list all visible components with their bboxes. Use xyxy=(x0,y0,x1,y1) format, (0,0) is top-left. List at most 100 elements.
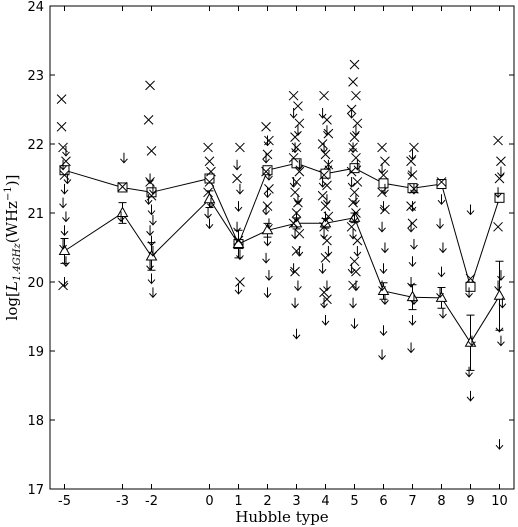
upper-limit-arrow xyxy=(353,159,362,171)
square-marker-point xyxy=(436,179,447,190)
x-marker-point xyxy=(352,118,363,129)
upper-limit-arrow xyxy=(410,294,418,306)
upper-limit-arrow xyxy=(144,194,153,205)
triangle-marker-point xyxy=(406,290,419,302)
square-marker-point xyxy=(494,192,505,203)
upper-limit-arrow xyxy=(321,314,330,326)
upper-limit-arrow xyxy=(378,163,386,174)
x-marker-point xyxy=(322,180,332,191)
upper-limit-arrow xyxy=(352,280,360,292)
upper-limit-arrow xyxy=(381,242,389,254)
x-marker-point xyxy=(235,277,245,287)
upper-limit-arrow xyxy=(320,297,328,309)
x-tick-label: 1 xyxy=(234,494,242,509)
upper-limit-arrow xyxy=(410,239,418,250)
x-tick-label: 0 xyxy=(205,494,213,509)
upper-limit-arrow xyxy=(294,125,302,136)
upper-limit-arrow xyxy=(263,287,272,299)
y-tick-label: 22 xyxy=(27,138,44,153)
upper-limit-arrow xyxy=(407,277,415,288)
x-tick-label: 9 xyxy=(466,494,474,509)
upper-limit-arrow xyxy=(294,194,302,205)
upper-limit-arrow xyxy=(349,297,357,309)
x-marker-point xyxy=(319,221,329,232)
upper-limit-arrow xyxy=(60,183,69,195)
x-marker-point xyxy=(206,166,216,177)
x-marker-point xyxy=(56,94,67,105)
upper-limit-arrow xyxy=(149,245,157,257)
x-marker-point xyxy=(203,187,213,198)
x-marker-point xyxy=(317,190,328,201)
upper-limit-arrow xyxy=(498,297,507,309)
y-axis-label-prefix: log[ xyxy=(3,291,21,320)
plot-frame xyxy=(49,5,515,490)
x-marker-point xyxy=(348,77,358,87)
upper-limit-arrow xyxy=(236,183,244,195)
upper-limit-arrow xyxy=(265,170,273,181)
x-marker-point xyxy=(346,221,357,232)
x-tick-label: 7 xyxy=(408,494,416,509)
upper-limit-arrow xyxy=(59,159,67,171)
x-tick-label: -2 xyxy=(145,494,158,509)
x-marker-point xyxy=(351,90,361,101)
upper-limit-arrow xyxy=(408,314,417,326)
upper-limit-arrow xyxy=(494,280,502,292)
upper-limit-arrow xyxy=(324,159,333,171)
x-marker-point xyxy=(349,187,360,198)
upper-limit-arrow xyxy=(265,218,273,230)
x-marker-point xyxy=(262,149,273,160)
x-marker-point xyxy=(233,235,244,246)
upper-limit-arrow xyxy=(407,221,415,233)
upper-limit-arrow xyxy=(468,335,476,347)
x-tick-label: 5 xyxy=(350,494,358,509)
triangle-marker-point xyxy=(203,192,216,204)
upper-limit-arrow xyxy=(62,211,70,223)
y-axis-label-suffix: )] xyxy=(3,175,21,187)
upper-limit-arrow xyxy=(379,263,388,274)
triangle-series-line xyxy=(64,198,500,344)
upper-limit-arrow xyxy=(497,270,505,281)
y-tick-label: 20 xyxy=(27,276,44,291)
upper-limit-arrow xyxy=(408,256,417,268)
upper-limit-arrow xyxy=(349,142,357,154)
y-axis-label-superscript: −1 xyxy=(3,186,14,201)
upper-limit-arrow xyxy=(495,321,504,333)
upper-limit-arrow xyxy=(466,204,475,216)
x-marker-point xyxy=(346,166,357,177)
upper-limit-arrow xyxy=(59,197,67,209)
x-marker-point xyxy=(264,183,274,194)
upper-limit-arrow xyxy=(407,342,415,354)
upper-limit-arrow xyxy=(62,256,70,268)
triangle-marker-point xyxy=(377,284,390,295)
upper-limit-arrow xyxy=(149,214,157,226)
upper-limit-arrow xyxy=(352,194,360,205)
upper-limit-arrow xyxy=(318,107,327,119)
upper-limit-arrow xyxy=(352,125,360,136)
x-tick-label: 6 xyxy=(379,494,387,509)
upper-limit-arrow xyxy=(497,335,505,347)
x-axis-label: Hubble type xyxy=(235,508,328,526)
y-tick-label: 24 xyxy=(27,0,44,15)
x-tick-label: 4 xyxy=(321,494,329,509)
x-marker-point xyxy=(493,135,503,146)
y-tick-label: 17 xyxy=(27,483,44,498)
x-marker-point xyxy=(288,90,299,101)
square-series-line xyxy=(64,162,500,289)
x-marker-point xyxy=(294,166,305,177)
x-tick-label: 8 xyxy=(437,494,445,509)
upper-limit-arrow xyxy=(437,266,446,278)
upper-limit-arrow xyxy=(234,201,243,212)
triangle-marker-point xyxy=(58,244,71,255)
x-marker-point xyxy=(232,173,242,184)
upper-limit-arrow xyxy=(410,183,418,195)
square-marker-point xyxy=(291,158,302,169)
x-marker-point xyxy=(145,80,155,91)
upper-limit-arrow xyxy=(205,218,214,230)
x-marker-point xyxy=(436,177,447,187)
x-marker-point xyxy=(351,152,361,163)
y-axis-label-subscript: 1.4GHz xyxy=(12,243,23,282)
upper-limit-arrow xyxy=(350,318,359,330)
upper-limit-arrow xyxy=(263,135,272,147)
